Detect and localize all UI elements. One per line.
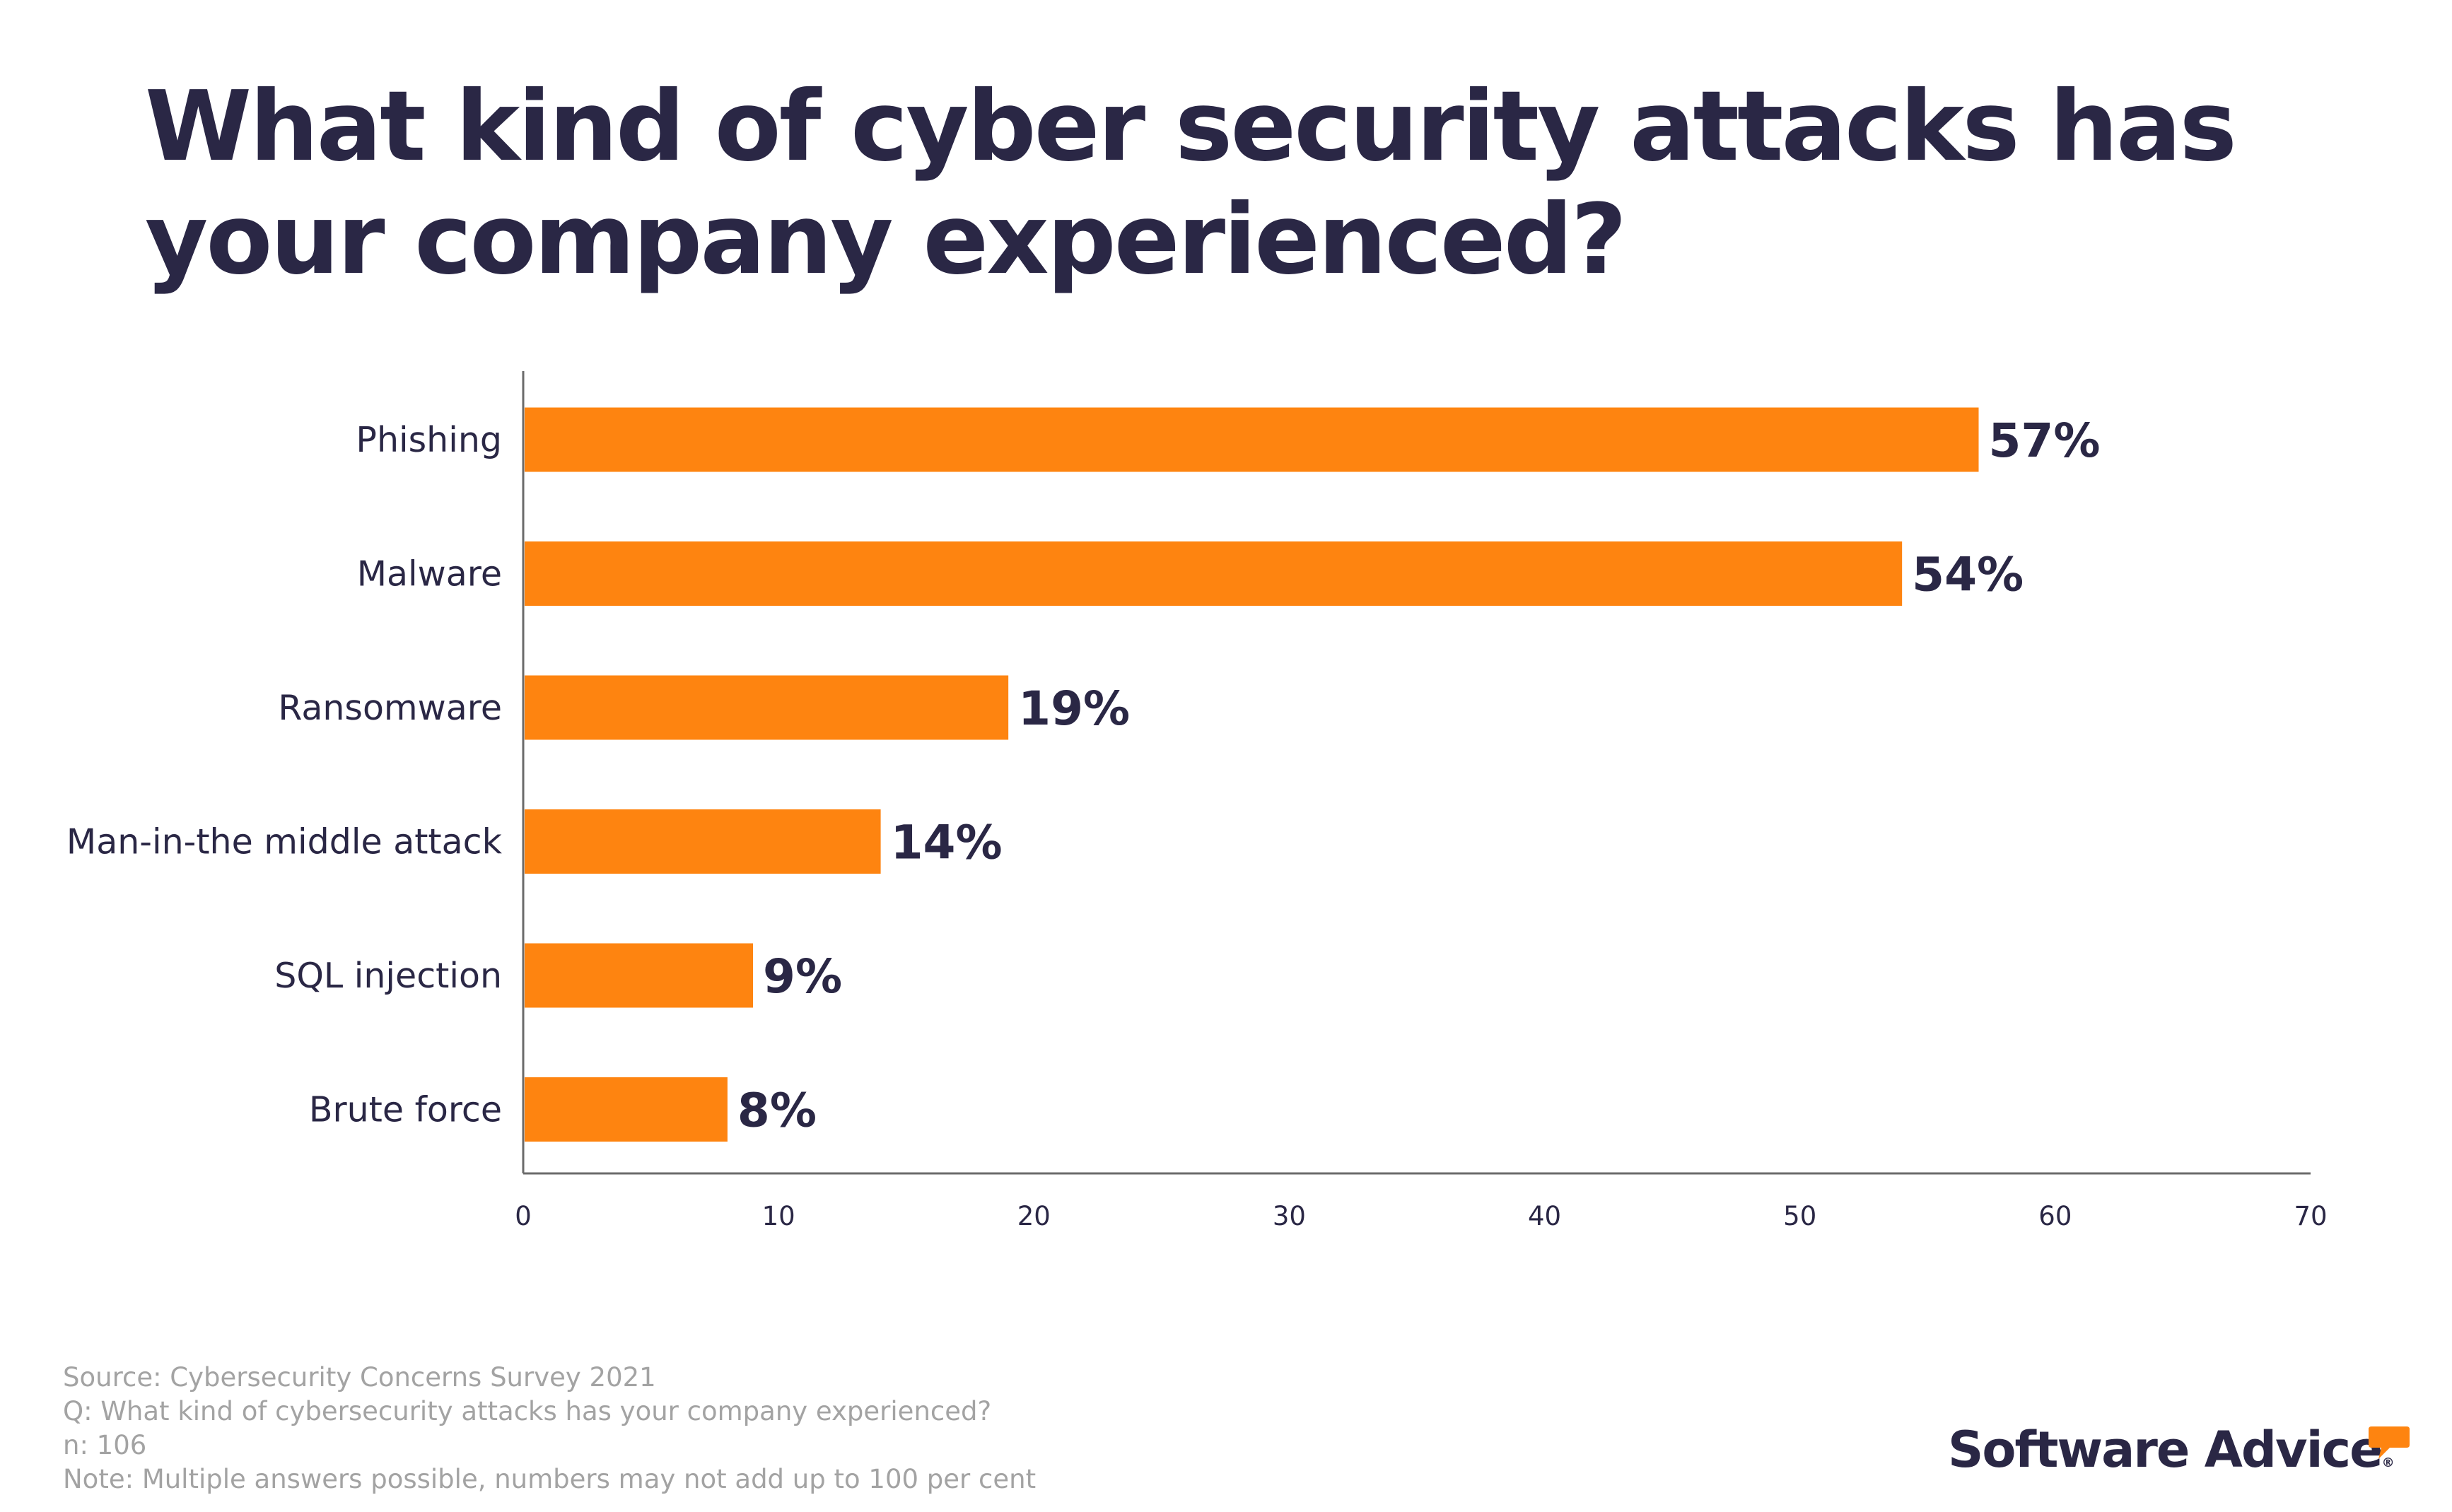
bar — [525, 1077, 728, 1142]
x-tick-label: 60 — [2038, 1201, 2072, 1231]
data-label: 19% — [1018, 681, 1130, 736]
footnotes: Source: Cybersecurity Concerns Survey 20… — [63, 1361, 1036, 1496]
sample-size-note: n: 106 — [63, 1430, 147, 1460]
category-label: Ransomware — [278, 688, 502, 728]
source-note: Source: Cybersecurity Concerns Survey 20… — [63, 1362, 656, 1393]
software-advice-logo: Software Advice® — [1948, 1421, 2395, 1479]
chart-title: What kind of cyber security attacks has … — [145, 71, 2237, 296]
bar — [525, 407, 1979, 472]
x-tick-label: 10 — [762, 1201, 795, 1231]
data-label: 57% — [1989, 414, 2101, 468]
data-label: 14% — [891, 816, 1003, 870]
speech-bubble-icon — [2369, 1426, 2410, 1459]
category-label: Malware — [357, 554, 502, 594]
question-note: Q: What kind of cybersecurity attacks ha… — [63, 1396, 992, 1426]
data-label: 8% — [737, 1084, 817, 1138]
data-label: 54% — [1912, 548, 2024, 602]
bar — [525, 943, 754, 1008]
bar — [525, 675, 1009, 740]
category-label: Phishing — [356, 420, 502, 460]
category-label: Man-in-the middle attack — [66, 822, 503, 862]
bar — [525, 809, 881, 874]
x-tick-label: 40 — [1528, 1201, 1561, 1231]
x-tick-label: 70 — [2294, 1201, 2327, 1231]
logo-text: Software Advice — [1948, 1421, 2383, 1479]
category-label: SQL injection — [274, 956, 502, 996]
x-tick-label: 20 — [1017, 1201, 1051, 1231]
x-tick-label: 50 — [1783, 1201, 1816, 1231]
registered-mark: ® — [2381, 1455, 2395, 1470]
bar — [525, 541, 1903, 606]
category-label: Brute force — [309, 1090, 502, 1130]
data-label: 9% — [763, 949, 842, 1004]
x-tick-label: 0 — [515, 1201, 532, 1231]
x-tick-label: 30 — [1273, 1201, 1306, 1231]
multiple-answers-note: Note: Multiple answers possible, numbers… — [63, 1464, 1037, 1494]
